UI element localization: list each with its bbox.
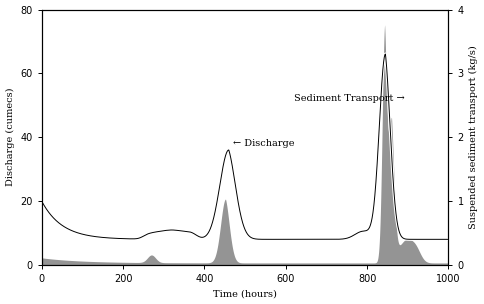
Text: ← Discharge: ← Discharge: [233, 139, 294, 148]
Text: Sediment Transport →: Sediment Transport →: [294, 95, 405, 103]
Y-axis label: Suspended sediment transport (kg/s): Suspended sediment transport (kg/s): [469, 45, 479, 229]
X-axis label: Time (hours): Time (hours): [213, 289, 277, 299]
Y-axis label: Discharge (cumecs): Discharge (cumecs): [5, 88, 15, 186]
